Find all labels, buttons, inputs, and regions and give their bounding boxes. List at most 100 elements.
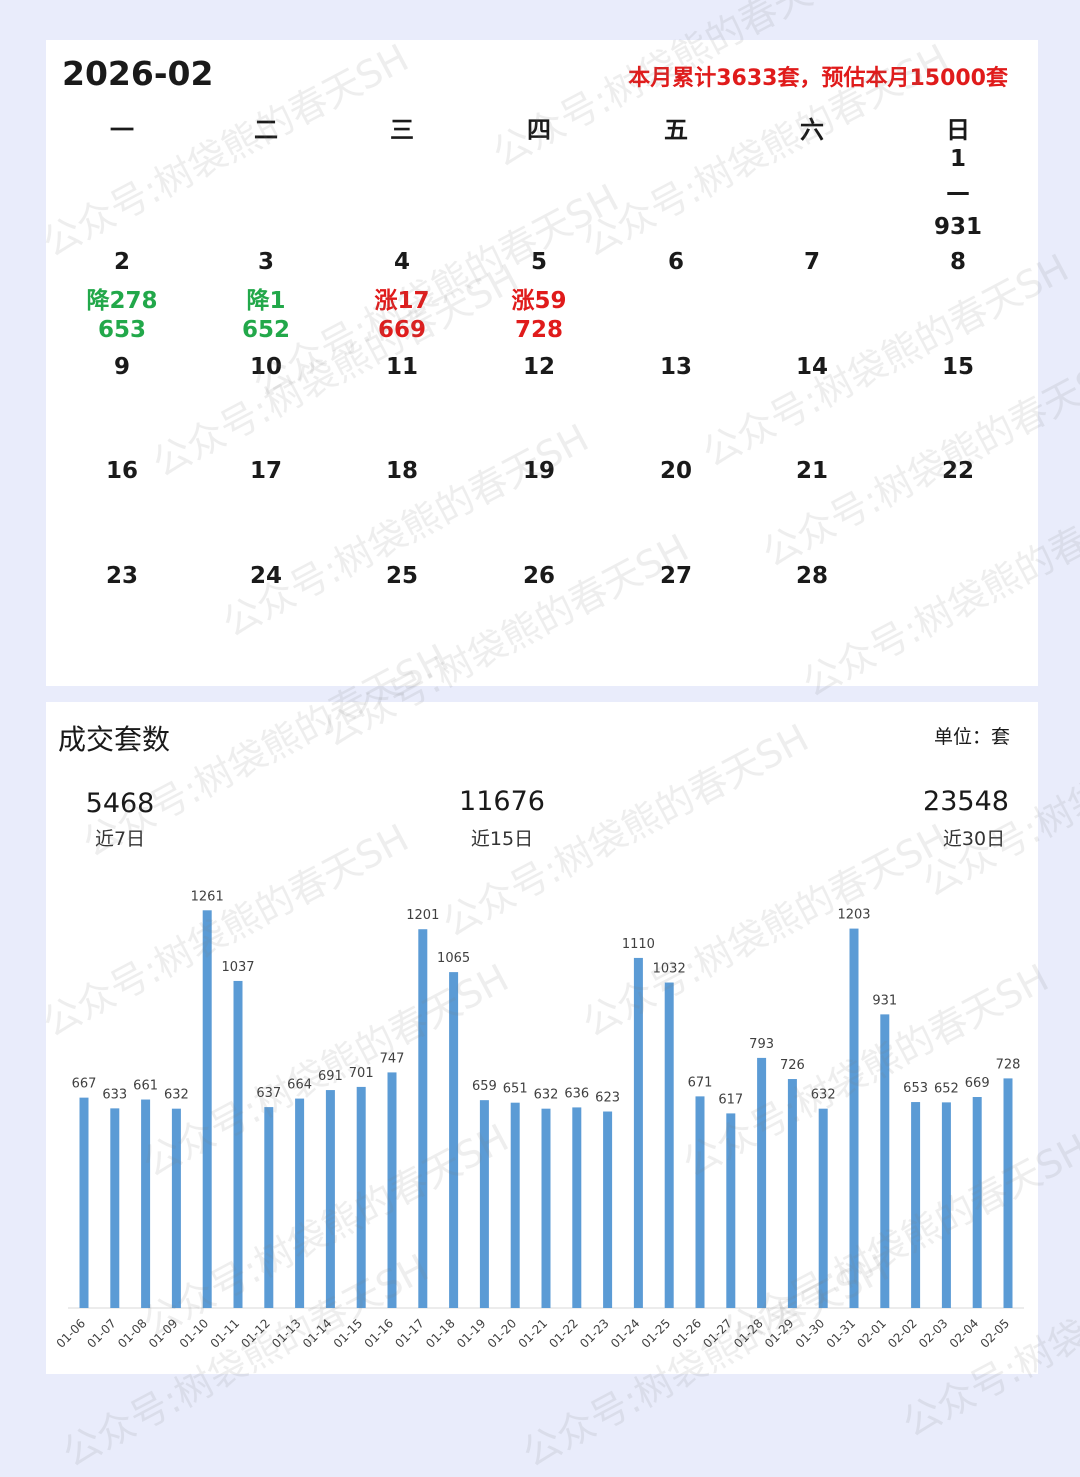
kpi-30day-label: 近30日	[942, 828, 1006, 850]
calendar-day-number: 14	[795, 354, 829, 380]
bar	[941, 1102, 951, 1308]
calendar-day-count: 652	[241, 317, 291, 343]
bar-data-label: 664	[287, 1078, 312, 1093]
bar	[911, 1102, 921, 1308]
calendar-day-count: 653	[97, 317, 147, 343]
bar-data-label: 637	[256, 1086, 281, 1101]
kpi-15day-value: 11676	[459, 786, 545, 817]
calendar-day-number: 6	[667, 249, 685, 275]
chart-title: 成交套数	[58, 723, 171, 756]
bar-data-label: 691	[318, 1069, 343, 1084]
calendar-day-change: —	[946, 178, 970, 206]
bar	[295, 1098, 305, 1308]
bar-data-label: 931	[872, 993, 897, 1008]
calendar-day-number: 20	[659, 458, 693, 484]
bar	[79, 1097, 89, 1308]
x-tick-label: 01-22	[546, 1316, 581, 1351]
calendar-day-number: 26	[522, 563, 556, 589]
bar	[633, 957, 643, 1308]
calendar-day-number: 1	[949, 146, 967, 172]
bar	[325, 1090, 335, 1308]
calendar-day-number: 25	[385, 563, 419, 589]
bar	[541, 1108, 551, 1308]
calendar-day-change: 涨17	[374, 288, 430, 314]
calendar-day-number: 17	[249, 458, 283, 484]
x-tick-label: 01-19	[454, 1316, 489, 1351]
x-tick-label: 01-30	[793, 1316, 828, 1351]
bar-data-label: 652	[934, 1081, 959, 1096]
x-tick-label: 01-17	[392, 1316, 427, 1351]
bar	[110, 1108, 120, 1308]
x-tick-label: 01-14	[300, 1316, 335, 1351]
bar	[603, 1111, 613, 1308]
weekday-label: 五	[664, 116, 688, 144]
bar-data-label: 651	[503, 1082, 528, 1097]
unit-label: 单位：套	[933, 726, 1010, 748]
bar-data-label: 1261	[191, 889, 224, 904]
x-tick-label: 01-21	[516, 1316, 551, 1351]
calendar-panel: 2026-02 本月累计3633套，预估本月15000套 一 二 三 四 五 六 日 1 — 9…	[46, 40, 1038, 686]
bar-data-label: 653	[903, 1081, 928, 1096]
bar	[202, 910, 212, 1308]
calendar-day-number: 22	[941, 458, 975, 484]
calendar-day-number: 8	[949, 249, 967, 275]
bar-data-label: 1032	[653, 962, 686, 977]
weekday-label: 一	[110, 116, 134, 144]
calendar-day-number: 11	[385, 354, 419, 380]
bar-data-label: 1037	[221, 960, 254, 975]
bar	[695, 1096, 705, 1308]
x-tick-label: 01-18	[423, 1316, 458, 1351]
x-tick-label: 01-09	[146, 1316, 181, 1351]
weekday-label: 二	[254, 116, 278, 144]
calendar-day-number: 24	[249, 563, 283, 589]
calendar-day-number: 27	[659, 563, 693, 589]
calendar-day-number: 28	[795, 563, 829, 589]
bar	[418, 929, 428, 1308]
bar-data-label: 632	[534, 1088, 559, 1103]
x-tick-label: 02-05	[978, 1316, 1013, 1351]
calendar-day-count: 931	[933, 214, 983, 240]
bar-data-label: 726	[780, 1058, 805, 1073]
bar-data-label: 747	[380, 1051, 405, 1066]
x-tick-label: 01-25	[639, 1316, 674, 1351]
bar-data-label: 793	[749, 1037, 774, 1052]
bar-data-label: 1065	[437, 951, 470, 966]
calendar-day-number: 15	[941, 354, 975, 380]
x-tick-label: 01-31	[824, 1316, 859, 1351]
bar	[356, 1086, 366, 1308]
calendar-day-number: 23	[105, 563, 139, 589]
calendar-day-count: 669	[377, 317, 427, 343]
bar-data-label: 632	[164, 1088, 189, 1103]
calendar-day-change: 涨59	[511, 288, 567, 314]
x-tick-label: 01-23	[577, 1316, 612, 1351]
x-tick-label: 02-04	[947, 1316, 982, 1351]
bar	[726, 1113, 736, 1308]
bar-data-label: 661	[133, 1079, 158, 1094]
bar	[141, 1099, 151, 1308]
x-tick-label: 01-26	[670, 1316, 705, 1351]
x-tick-label: 02-03	[916, 1316, 951, 1351]
bar-data-label: 1203	[837, 908, 870, 923]
weekday-label: 四	[527, 116, 551, 144]
calendar-day-count: 728	[514, 317, 564, 343]
bar-data-label: 728	[996, 1057, 1021, 1072]
weekday-label: 日	[946, 116, 970, 144]
bar	[880, 1014, 890, 1308]
bar-data-label: 623	[595, 1091, 620, 1106]
calendar-day-number: 13	[659, 354, 693, 380]
bar	[757, 1057, 767, 1308]
bar	[849, 928, 859, 1308]
x-tick-label: 01-11	[208, 1316, 243, 1351]
calendar-day-number: 16	[105, 458, 139, 484]
x-tick-label: 01-27	[700, 1316, 735, 1351]
calendar-day-number: 10	[249, 354, 283, 380]
month-summary: 本月累计3633套，预估本月15000套	[628, 66, 1008, 91]
x-tick-label: 01-08	[115, 1316, 150, 1351]
calendar-day-number: 9	[113, 354, 131, 380]
x-tick-label: 01-07	[84, 1316, 119, 1351]
calendar-day-change: 降1	[246, 288, 286, 314]
calendar-day-number: 21	[795, 458, 829, 484]
x-tick-label: 01-06	[54, 1316, 89, 1351]
weekday-label: 六	[800, 116, 824, 144]
x-tick-label: 01-10	[177, 1316, 212, 1351]
